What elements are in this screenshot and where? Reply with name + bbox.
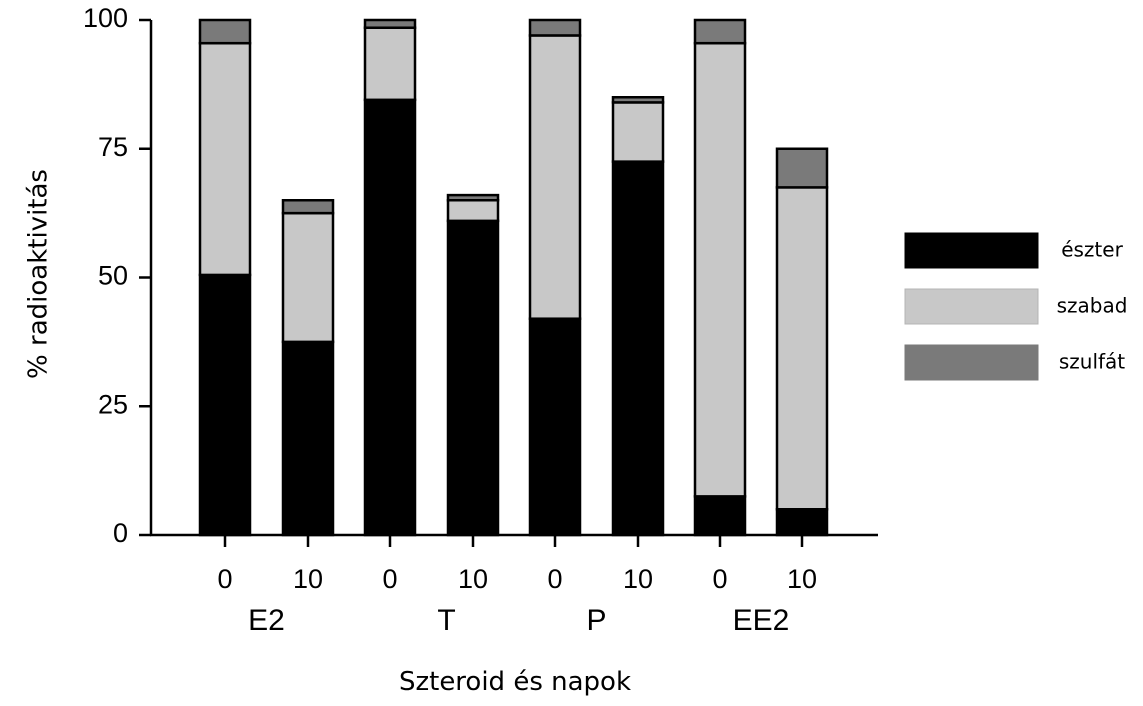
bar-segment	[611, 101, 665, 163]
bar-segment	[528, 18, 582, 37]
legend-label: szabad	[1057, 294, 1128, 318]
bar-segment	[446, 193, 500, 202]
legend-label: észter	[1061, 238, 1123, 262]
bar-segment	[281, 211, 335, 344]
bar-segment	[281, 340, 335, 537]
bar-segment	[363, 18, 417, 29]
bar-segment	[528, 34, 582, 320]
y-tick-label: 50	[98, 261, 128, 291]
bar-segment	[693, 41, 747, 498]
bar-segment	[446, 199, 500, 223]
legend-swatch	[904, 232, 1039, 269]
group-label: E2	[248, 604, 285, 637]
bar-segment	[775, 186, 829, 511]
x-ticks-layer: 0 10 0 10 0 10 0 10	[217, 535, 817, 594]
group-label: P	[586, 604, 606, 637]
legend-label: szulfát	[1059, 350, 1125, 374]
bar-segment	[693, 18, 747, 45]
group-labels-layer: E2 T P EE2	[248, 604, 789, 637]
axes-layer	[149, 20, 878, 537]
bar-segment	[775, 147, 829, 189]
y-axis-title: % radioaktivitás	[24, 169, 54, 379]
y-tick-label: 0	[113, 518, 128, 548]
bar-segment	[446, 219, 500, 537]
x-tick-label: 0	[382, 564, 397, 594]
bar-segment	[611, 96, 665, 104]
legend-swatch	[904, 344, 1039, 381]
bar-segment	[693, 495, 747, 537]
bar-segment	[281, 199, 335, 215]
x-tick-label: 10	[623, 564, 653, 594]
group-label: T	[437, 604, 455, 637]
x-tick-label: 0	[547, 564, 562, 594]
bars-layer	[198, 18, 829, 537]
bar-segment	[363, 98, 417, 537]
y-tick-label: 25	[98, 389, 128, 419]
x-tick-label: 10	[293, 564, 323, 594]
legend-swatch	[904, 288, 1039, 325]
bar-segment	[528, 317, 582, 537]
y-tick-label: 75	[98, 132, 128, 162]
x-tick-label: 10	[787, 564, 817, 594]
x-axis-title: Szteroid és napok	[399, 667, 631, 697]
x-tick-label: 10	[458, 564, 488, 594]
legend: észter szabad szulfát	[904, 232, 1128, 381]
bar-segment	[363, 26, 417, 102]
bar-segment	[611, 160, 665, 537]
bar-segment	[198, 41, 252, 277]
bar-segment	[775, 508, 829, 537]
bar-segment	[198, 18, 252, 45]
group-label: EE2	[733, 604, 790, 637]
x-tick-label: 0	[712, 564, 727, 594]
bar-segment	[198, 273, 252, 537]
y-ticks-layer: 0 25 50 75 100	[83, 3, 151, 548]
x-tick-label: 0	[217, 564, 232, 594]
y-tick-label: 100	[83, 3, 128, 33]
